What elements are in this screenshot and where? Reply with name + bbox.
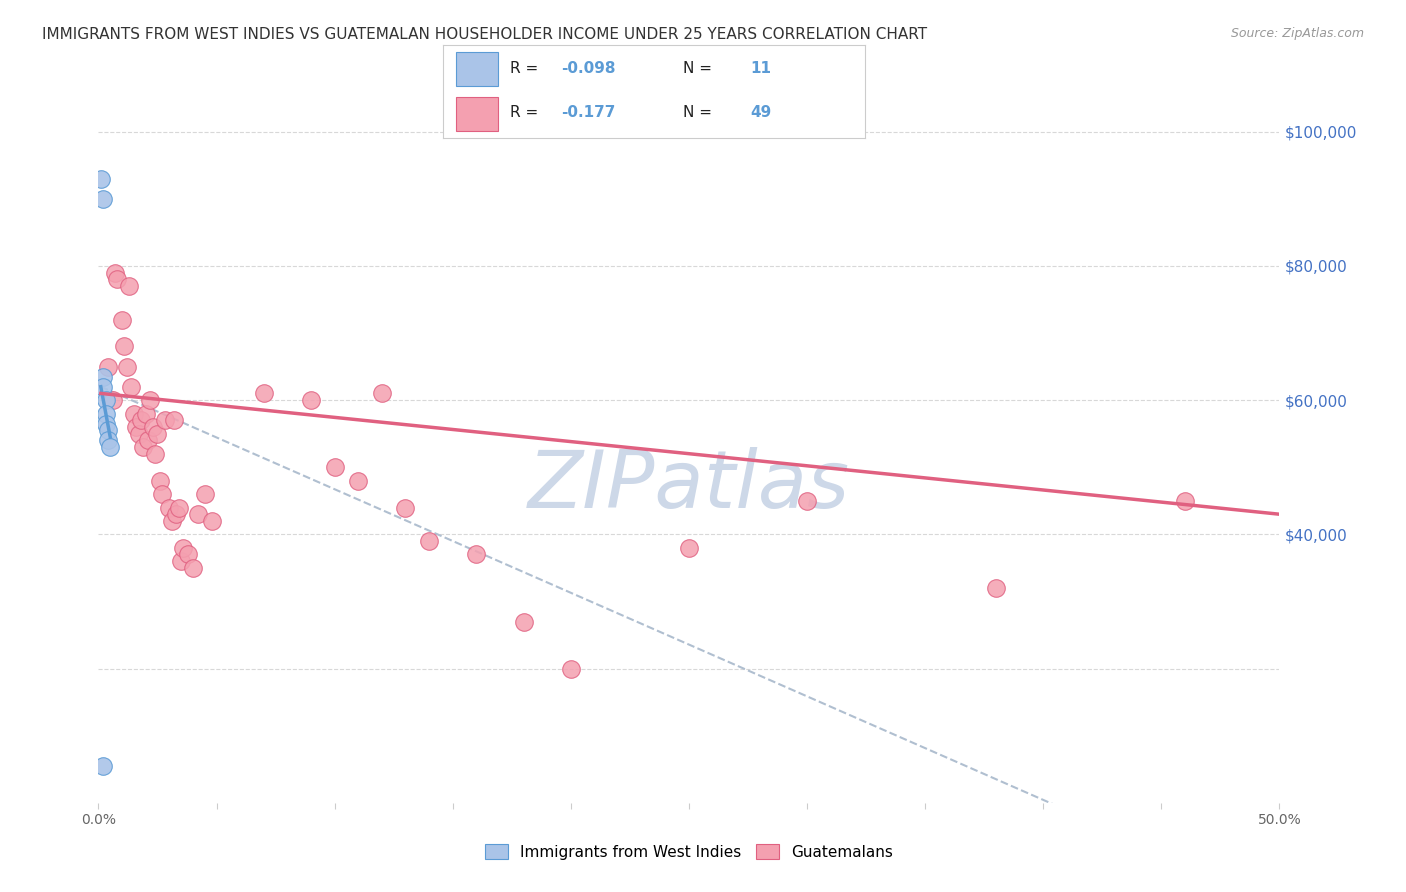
Point xyxy=(371,386,394,401)
Text: N =: N = xyxy=(683,62,717,77)
Point xyxy=(121,380,143,394)
Point xyxy=(146,426,169,441)
Point xyxy=(170,554,193,568)
Point xyxy=(347,474,370,488)
Point xyxy=(194,487,217,501)
Point xyxy=(97,423,120,437)
Point xyxy=(129,413,152,427)
Point xyxy=(160,514,183,528)
Text: R =: R = xyxy=(510,62,544,77)
Point xyxy=(97,434,120,448)
Point xyxy=(796,493,818,508)
Point xyxy=(91,759,114,773)
Point xyxy=(512,615,534,629)
Legend: Immigrants from West Indies, Guatemalans: Immigrants from West Indies, Guatemalans xyxy=(478,838,900,865)
Point xyxy=(418,534,440,549)
Point xyxy=(394,500,416,515)
Point xyxy=(177,548,200,562)
Point xyxy=(253,386,276,401)
Point xyxy=(94,393,117,408)
Point xyxy=(91,369,114,384)
Point xyxy=(149,474,172,488)
Point xyxy=(97,359,120,374)
Point xyxy=(118,279,141,293)
Point xyxy=(136,434,159,448)
Point xyxy=(157,500,180,515)
Text: -0.098: -0.098 xyxy=(561,62,616,77)
Point xyxy=(112,339,135,353)
Text: -0.177: -0.177 xyxy=(561,105,616,120)
Point xyxy=(125,420,148,434)
Point xyxy=(150,487,173,501)
Point xyxy=(560,662,582,676)
Point xyxy=(172,541,194,555)
Point xyxy=(94,417,117,431)
Point xyxy=(98,440,121,454)
Point xyxy=(128,426,150,441)
Text: IMMIGRANTS FROM WEST INDIES VS GUATEMALAN HOUSEHOLDER INCOME UNDER 25 YEARS CORR: IMMIGRANTS FROM WEST INDIES VS GUATEMALA… xyxy=(42,27,928,42)
Point xyxy=(1174,493,1197,508)
Point xyxy=(465,548,488,562)
Point xyxy=(139,393,162,408)
Point xyxy=(143,447,166,461)
Point xyxy=(111,312,134,326)
Point xyxy=(115,359,138,374)
Point xyxy=(135,407,157,421)
Point xyxy=(105,272,128,286)
Text: Source: ZipAtlas.com: Source: ZipAtlas.com xyxy=(1230,27,1364,40)
Point xyxy=(94,407,117,421)
Point xyxy=(181,561,204,575)
Point xyxy=(678,541,700,555)
Point xyxy=(142,420,165,434)
Bar xyxy=(456,52,498,86)
Point xyxy=(91,192,114,206)
Text: 11: 11 xyxy=(751,62,772,77)
Point xyxy=(90,171,112,186)
Point xyxy=(165,507,187,521)
Text: N =: N = xyxy=(683,105,717,120)
Point xyxy=(299,393,322,408)
Point xyxy=(984,581,1007,595)
Point xyxy=(132,440,155,454)
Point xyxy=(101,393,124,408)
Text: ZIPatlas: ZIPatlas xyxy=(527,447,851,524)
Point xyxy=(201,514,224,528)
Point xyxy=(167,500,190,515)
Text: R =: R = xyxy=(510,105,544,120)
Point xyxy=(153,413,176,427)
Point xyxy=(91,380,114,394)
Point xyxy=(323,460,346,475)
Point xyxy=(187,507,209,521)
Bar xyxy=(456,97,498,131)
Text: 49: 49 xyxy=(751,105,772,120)
Point xyxy=(163,413,186,427)
Point xyxy=(104,266,127,280)
Point xyxy=(122,407,145,421)
